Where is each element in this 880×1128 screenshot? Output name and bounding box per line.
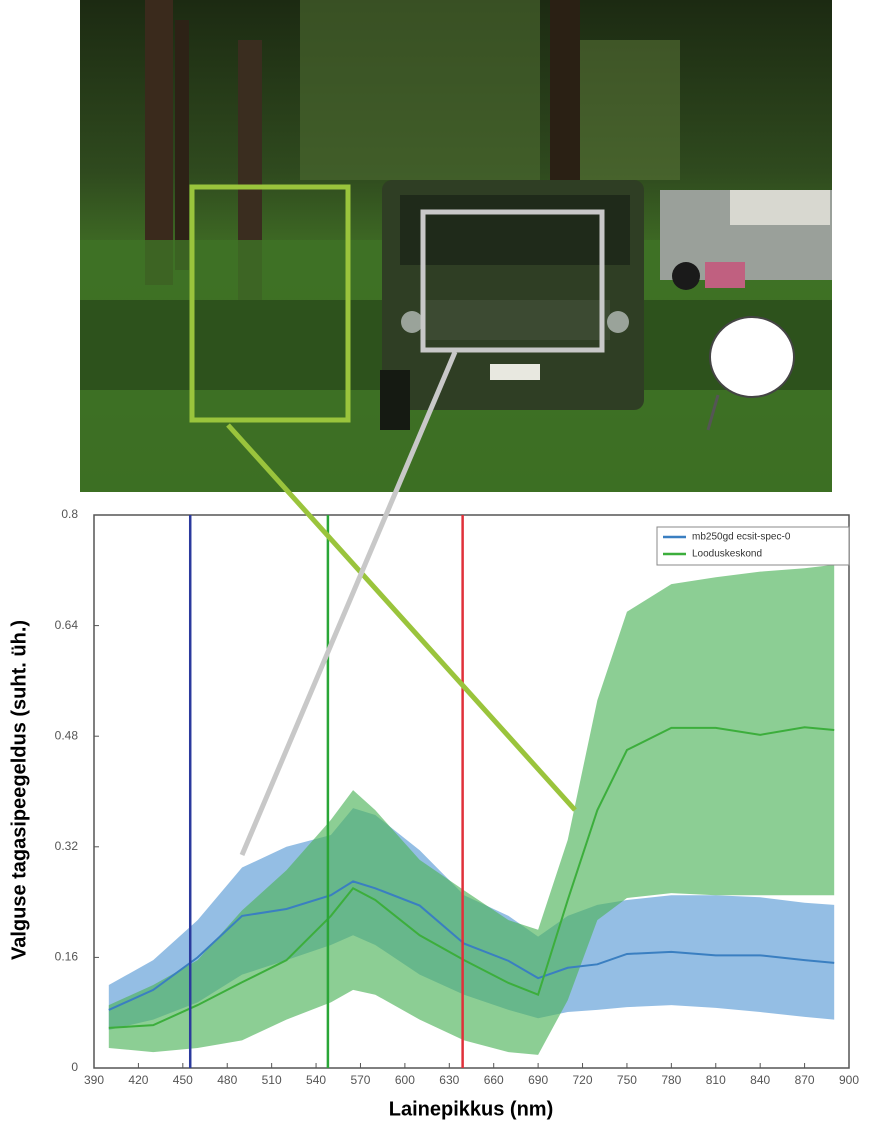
y-axis-label: Valguse tagasipeegeldus (suht. üh.): [8, 620, 30, 960]
x-tick-label: 390: [84, 1073, 104, 1087]
x-tick-label: 540: [306, 1073, 326, 1087]
x-tick-label: 510: [262, 1073, 282, 1087]
y-tick-label: 0: [71, 1060, 78, 1074]
photo: [80, 0, 832, 492]
x-tick-label: 600: [395, 1073, 415, 1087]
x-tick-label: 720: [573, 1073, 593, 1087]
x-tick-label: 420: [128, 1073, 148, 1087]
x-tick-label: 570: [350, 1073, 370, 1087]
x-tick-label: 810: [706, 1073, 726, 1087]
x-tick-label: 480: [217, 1073, 237, 1087]
figure: 390 420 450 480 510 540 570 600 630 660 690 720 750 7…: [0, 0, 880, 1128]
x-tick-label: 450: [173, 1073, 193, 1087]
y-tick-label: 0.48: [55, 728, 79, 742]
x-tick-label: 660: [484, 1073, 504, 1087]
x-tick-label: 840: [750, 1073, 770, 1087]
legend-label: mb250gd ecsit-spec-0: [692, 532, 791, 543]
y-tick-label: 0.32: [55, 839, 79, 853]
x-tick-label: 750: [617, 1073, 637, 1087]
legend-label: Looduskeskond: [692, 549, 762, 560]
y-tick-label: 0.8: [61, 507, 78, 521]
x-tick-label: 900: [839, 1073, 859, 1087]
legend: mb250gd ecsit-spec-0 Looduskeskond: [657, 527, 849, 565]
x-tick-label: 780: [661, 1073, 681, 1087]
x-axis-label: Lainepikkus (nm): [389, 1098, 553, 1120]
y-tick-label: 0.64: [55, 618, 79, 632]
x-tick-label: 690: [528, 1073, 548, 1087]
y-tick-label: 0.16: [55, 950, 79, 964]
x-tick-label: 630: [439, 1073, 459, 1087]
x-tick-label: 870: [795, 1073, 815, 1087]
